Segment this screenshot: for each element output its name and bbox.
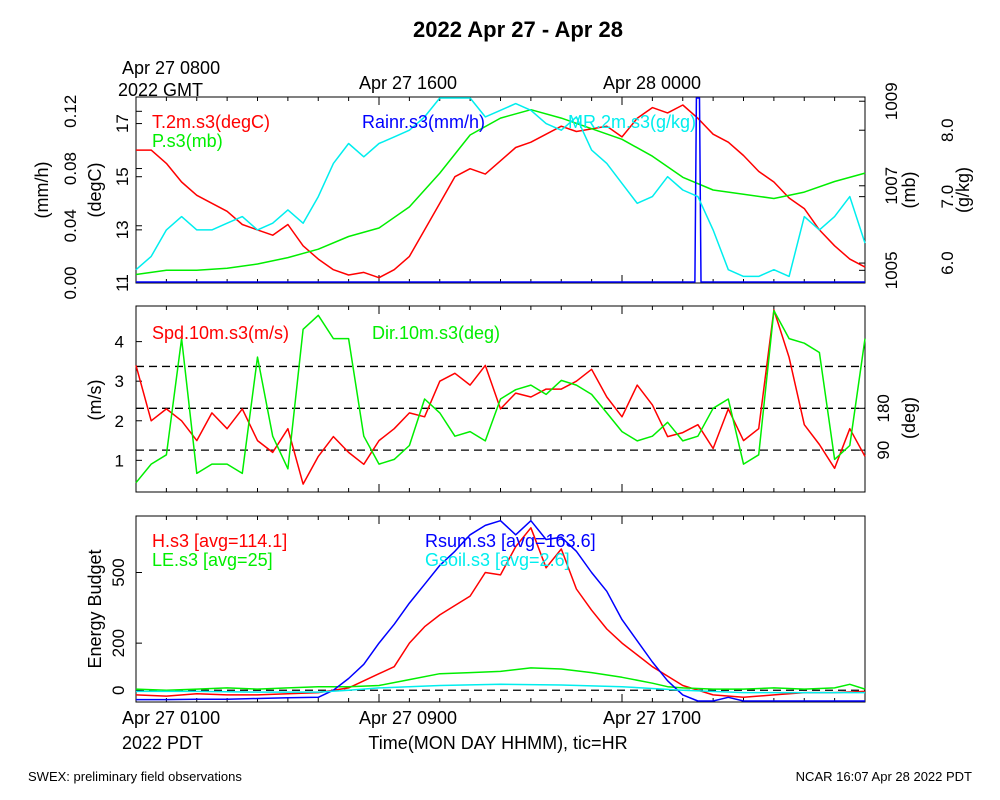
bottom-axis-label-1: Apr 27 0900	[359, 708, 457, 728]
y-tick-label: 1007	[882, 167, 901, 205]
y-tick-label: 2	[115, 412, 124, 431]
footer-right: NCAR 16:07 Apr 28 2022 PDT	[796, 769, 972, 784]
y-tick-label: 4	[115, 333, 124, 352]
series-label-pressure: P.s3(mb)	[152, 131, 223, 151]
axis-label-deg: (deg)	[899, 397, 919, 439]
y-tick-label: 0.04	[61, 209, 80, 242]
y-tick-label: 200	[109, 629, 128, 657]
y-tick-label: 15	[113, 167, 132, 186]
series-label-wind-direction: Dir.10m.s3(deg)	[372, 323, 500, 343]
top-axis-year-label: 2022 GMT	[118, 80, 203, 100]
axis-label-g-per-kg: (g/kg)	[953, 167, 973, 213]
series-label-mixing-ratio: MR.2m.s3(g/kg)	[568, 112, 696, 132]
series-label-sensible-heat: H.s3 [avg=114.1]	[152, 531, 287, 551]
y-tick-label: 0.12	[61, 95, 80, 128]
x-axis-title: Time(MON DAY HHMM), tic=HR	[368, 733, 627, 753]
bottom-axis-year-label: 2022 PDT	[122, 733, 203, 753]
series-label-temperature: T.2m.s3(degC)	[152, 112, 270, 132]
series-line-1-2	[136, 97, 865, 283]
panel-1-ticks: 0.00 0.04 0.08 0.12 11 13 15 17 1005 1007 1009 6.0 7…	[61, 82, 957, 299]
top-axis-label-0: Apr 27 0800	[122, 58, 220, 78]
y-tick-label: 0.08	[61, 152, 80, 185]
axis-label-mm-per-h: (mm/h)	[32, 162, 52, 219]
axis-label-mb: (mb)	[899, 172, 919, 209]
series-line-3-1	[135, 667, 866, 691]
y-tick-label: 11	[113, 274, 132, 292]
y-tick-label: 90	[874, 441, 893, 460]
bottom-axis-label-2: Apr 27 1700	[603, 708, 701, 728]
panel-2-lines	[135, 309, 866, 485]
top-axis-label-2: Apr 28 0000	[603, 73, 701, 93]
axis-label-m-per-s: (m/s)	[85, 380, 105, 421]
y-tick-label: 3	[115, 372, 124, 391]
panel-2-ticks: 1 2 3 4 90 180	[115, 306, 893, 492]
series-label-rain-rate: Rainr.s3(mm/h)	[362, 112, 485, 132]
panel-wind: 1 2 3 4 90 180 Spd.10m.s3(m/s) Dir.10m.s3(deg…	[85, 305, 919, 493]
y-tick-label: 17	[113, 114, 132, 133]
y-tick-label: 8.0	[938, 118, 957, 142]
y-tick-label: 1	[115, 451, 124, 470]
y-tick-label: 180	[874, 394, 893, 422]
y-tick-label: 7.0	[938, 185, 957, 209]
series-line-3-2	[136, 519, 865, 702]
y-tick-label: 1009	[882, 82, 901, 120]
series-label-soil-heat: Gsoil.s3 [avg=2.6]	[425, 550, 570, 570]
panel-temperature-pressure: 0.00 0.04 0.08 0.12 11 13 15 17 1005 1007 1009 6.0 7…	[32, 82, 973, 299]
y-tick-label: 0	[109, 685, 128, 694]
top-axis-label-1: Apr 27 1600	[359, 73, 457, 93]
series-line-2-1	[135, 309, 866, 484]
series-label-net-radiation: Rsum.s3 [avg=163.6]	[425, 531, 596, 551]
y-tick-label: 0.00	[61, 266, 80, 299]
series-line-1-1	[135, 108, 866, 276]
y-tick-label: 500	[109, 558, 128, 586]
y-tick-label: 13	[113, 220, 132, 239]
footer-left: SWEX: preliminary field observations	[28, 769, 242, 784]
axis-label-energy-budget: Energy Budget	[85, 549, 105, 668]
series-line-3-3	[136, 683, 865, 694]
axis-label-degc: (degC)	[85, 162, 105, 217]
panel-3-ticks: 0 200 500	[109, 516, 836, 702]
series-label-wind-speed: Spd.10m.s3(m/s)	[152, 323, 289, 343]
series-line-2-0	[135, 309, 866, 485]
y-tick-label: 1005	[882, 251, 901, 289]
bottom-axis-label-0: Apr 27 0100	[122, 708, 220, 728]
panel-1-lines	[135, 97, 866, 283]
y-tick-label: 6.0	[938, 251, 957, 275]
panel-3-lines	[135, 519, 866, 702]
series-label-latent-heat: LE.s3 [avg=25]	[152, 550, 273, 570]
chart-title: 2022 Apr 27 - Apr 28	[413, 17, 623, 42]
series-line-1-3	[135, 97, 866, 278]
